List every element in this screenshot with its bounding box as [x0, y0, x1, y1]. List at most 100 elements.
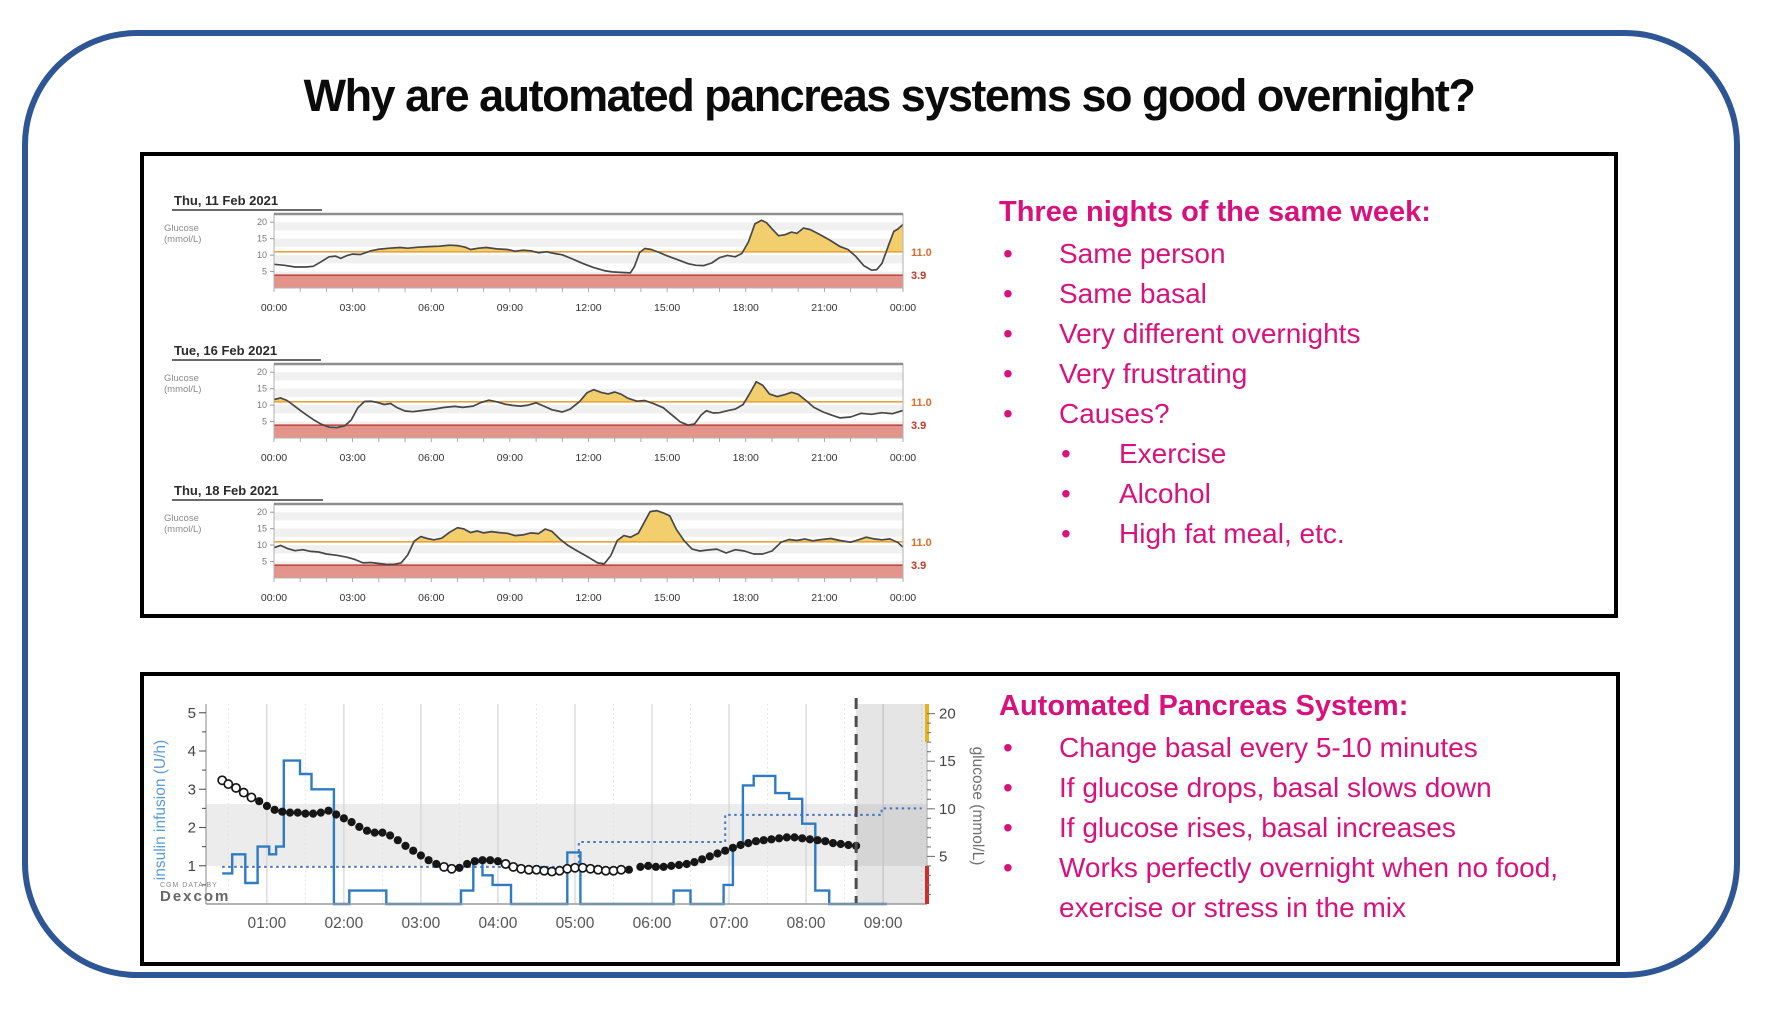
svg-text:00:00: 00:00 [890, 302, 916, 314]
svg-text:00:00: 00:00 [261, 592, 287, 604]
dexcom-watermark: CGM DATA BY Dexcom [160, 882, 230, 904]
svg-text:15: 15 [257, 524, 267, 534]
bullet-glucose-drops: If glucose drops, basal slows down [999, 768, 1564, 808]
svg-text:glucose (mmol/L): glucose (mmol/L) [969, 747, 986, 866]
svg-text:3.9: 3.9 [911, 270, 926, 282]
cgm-date-3: Thu, 18 Feb 2021 [172, 483, 323, 501]
svg-text:5: 5 [188, 705, 196, 722]
cgm-chart-svg-2: 11.0 3.9 5 10 15 20 00:00 03:00 06:00 09:00 12:00 1… [164, 362, 932, 464]
svg-text:insulin infusion (U/h): insulin infusion (U/h) [152, 740, 169, 880]
slide-rounded-frame [22, 30, 1740, 978]
svg-text:01:00: 01:00 [247, 915, 286, 932]
svg-text:12:00: 12:00 [575, 452, 601, 464]
svg-text:4: 4 [188, 743, 196, 760]
svg-text:07:00: 07:00 [710, 915, 749, 932]
svg-text:21:00: 21:00 [811, 452, 837, 464]
slide-title: Why are automated pancreas systems so go… [303, 70, 1476, 121]
svg-text:09:00: 09:00 [497, 592, 523, 604]
svg-text:Glucose: Glucose [164, 513, 199, 524]
cgm-chart-row-2: Tue, 16 Feb 2021 11.0 3.9 5 10 15 20 00:00 03:0… [156, 342, 956, 471]
bullet-very-frustrating: Very frustrating [999, 354, 1599, 394]
svg-text:10: 10 [257, 400, 267, 410]
ap-panel: 1 2 3 4 5 5 10 15 20 01:00 02:00 03:00 04:00 05:00 06:… [140, 672, 1620, 966]
bottom-bullet-heading: Automated Pancreas System: [999, 690, 1409, 722]
svg-text:1: 1 [188, 858, 196, 875]
bullet-same-basal: Same basal [999, 274, 1599, 314]
cgm-date-2: Tue, 16 Feb 2021 [172, 343, 322, 361]
svg-text:08:00: 08:00 [787, 915, 826, 932]
svg-text:5: 5 [939, 848, 947, 865]
svg-text:03:00: 03:00 [402, 915, 441, 932]
dexcom-logo-text: Dexcom [160, 888, 231, 905]
svg-text:15:00: 15:00 [654, 302, 680, 314]
svg-text:20: 20 [257, 507, 267, 517]
svg-text:21:00: 21:00 [811, 592, 837, 604]
bullet-causes: Causes? [999, 394, 1599, 434]
svg-text:(mmol/L): (mmol/L) [164, 234, 201, 245]
svg-text:15: 15 [257, 234, 267, 244]
top-bullet-block: Three nights of the same week: Same pers… [999, 192, 1599, 554]
bottom-bullet-block: Automated Pancreas System: Change basal … [999, 686, 1564, 928]
svg-text:Glucose: Glucose [164, 223, 199, 234]
svg-text:10: 10 [257, 250, 267, 260]
svg-text:2: 2 [188, 820, 196, 837]
svg-text:18:00: 18:00 [733, 452, 759, 464]
svg-text:5: 5 [262, 417, 267, 427]
cgm-panel: Thu, 11 Feb 2021 11.0 3.9 5 10 15 20 00:00 03:0… [140, 152, 1618, 618]
svg-text:(mmol/L): (mmol/L) [164, 384, 201, 395]
svg-text:04:00: 04:00 [479, 915, 518, 932]
svg-text:(mmol/L): (mmol/L) [164, 524, 201, 535]
svg-text:09:00: 09:00 [497, 302, 523, 314]
bullet-works-overnight: Works perfectly overnight when no food, … [999, 848, 1564, 928]
svg-text:06:00: 06:00 [418, 452, 444, 464]
svg-text:5: 5 [262, 557, 267, 567]
bullet-very-different: Very different overnights [999, 314, 1599, 354]
svg-text:09:00: 09:00 [497, 452, 523, 464]
svg-text:15: 15 [257, 384, 267, 394]
svg-text:20: 20 [939, 706, 956, 723]
cgm-chart-row-3: Thu, 18 Feb 2021 11.0 3.9 5 10 15 20 00:00 03:0… [156, 482, 956, 611]
svg-text:15: 15 [939, 753, 956, 770]
svg-text:09:00: 09:00 [864, 915, 903, 932]
svg-text:05:00: 05:00 [556, 915, 595, 932]
svg-text:3.9: 3.9 [911, 420, 926, 432]
svg-text:20: 20 [257, 217, 267, 227]
bullet-change-basal: Change basal every 5-10 minutes [999, 728, 1564, 768]
svg-text:11.0: 11.0 [911, 397, 932, 409]
svg-text:02:00: 02:00 [324, 915, 363, 932]
svg-text:3: 3 [188, 781, 196, 798]
svg-text:00:00: 00:00 [261, 302, 287, 314]
svg-text:03:00: 03:00 [339, 592, 365, 604]
svg-text:00:00: 00:00 [890, 452, 916, 464]
dexcom-watermark-small: CGM DATA BY [160, 882, 218, 889]
svg-text:10: 10 [257, 540, 267, 550]
svg-text:11.0: 11.0 [911, 247, 932, 259]
svg-text:12:00: 12:00 [575, 302, 601, 314]
svg-text:03:00: 03:00 [339, 302, 365, 314]
top-bullet-heading: Three nights of the same week: [999, 196, 1431, 228]
svg-text:06:00: 06:00 [418, 592, 444, 604]
svg-text:18:00: 18:00 [733, 302, 759, 314]
svg-text:Glucose: Glucose [164, 373, 199, 384]
cgm-chart-svg-3: 11.0 3.9 5 10 15 20 00:00 03:00 06:00 09:00 12:00 1… [164, 502, 932, 604]
bullet-exercise: Exercise [999, 434, 1599, 474]
svg-text:03:00: 03:00 [339, 452, 365, 464]
bullet-same-person: Same person [999, 234, 1599, 274]
insulin-glucose-chart-svg: 1 2 3 4 5 5 10 15 20 01:00 02:00 03:00 04:00 05:00 06:… [152, 698, 986, 932]
svg-text:00:00: 00:00 [261, 452, 287, 464]
svg-text:18:00: 18:00 [733, 592, 759, 604]
svg-text:20: 20 [257, 367, 267, 377]
svg-text:15:00: 15:00 [654, 592, 680, 604]
svg-text:3.9: 3.9 [911, 560, 926, 572]
svg-text:12:00: 12:00 [575, 592, 601, 604]
cgm-chart-svg-1: 11.0 3.9 5 10 15 20 00:00 03:00 06:00 09:00 12:00 1… [164, 212, 932, 314]
svg-text:06:00: 06:00 [418, 302, 444, 314]
bottom-bullet-list: Change basal every 5-10 minutes If gluco… [999, 728, 1564, 928]
top-bullet-list: Same person Same basal Very different ov… [999, 234, 1599, 554]
svg-text:21:00: 21:00 [811, 302, 837, 314]
svg-text:00:00: 00:00 [890, 592, 916, 604]
bullet-alcohol: Alcohol [999, 474, 1599, 514]
svg-text:11.0: 11.0 [911, 537, 932, 549]
svg-text:5: 5 [262, 267, 267, 277]
svg-text:06:00: 06:00 [633, 915, 672, 932]
